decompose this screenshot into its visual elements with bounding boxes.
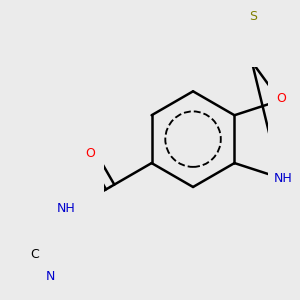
Text: N: N [46,270,56,283]
Text: S: S [249,11,257,23]
Text: C: C [30,248,39,261]
Text: O: O [85,147,95,160]
Text: NH: NH [57,202,76,215]
Text: O: O [276,92,286,105]
Text: NH: NH [274,172,292,185]
